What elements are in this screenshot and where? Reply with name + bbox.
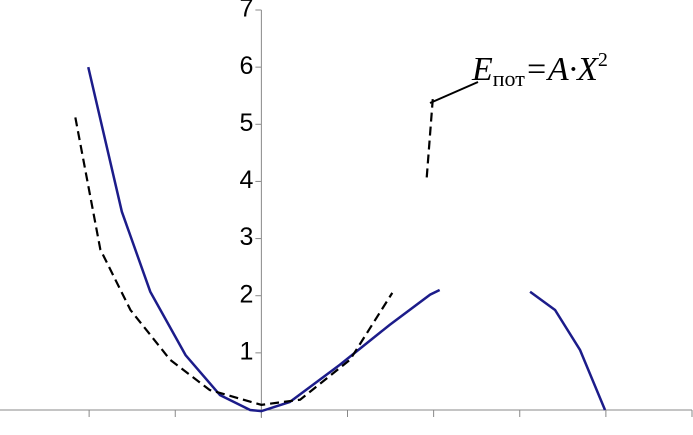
y-tick-label: 1 [239,337,253,365]
annotation-subscript: пот [493,66,525,91]
y-tick-label: 5 [239,109,253,137]
annotation-pointer [429,81,479,104]
y-tick-label: 2 [239,280,253,308]
annotation-symbol: E [471,51,493,88]
annotation-superscript: 2 [598,49,608,71]
y-tick-label: 6 [239,52,253,80]
annotation-formula: =A·X [525,51,599,88]
series-line [74,99,434,406]
annotation: Eпот=A·X2 [471,49,608,91]
series-line [87,66,607,413]
y-tick-label: 4 [239,166,253,194]
y-tick-label: 3 [239,223,253,251]
y-tick-label: 7 [239,0,253,23]
